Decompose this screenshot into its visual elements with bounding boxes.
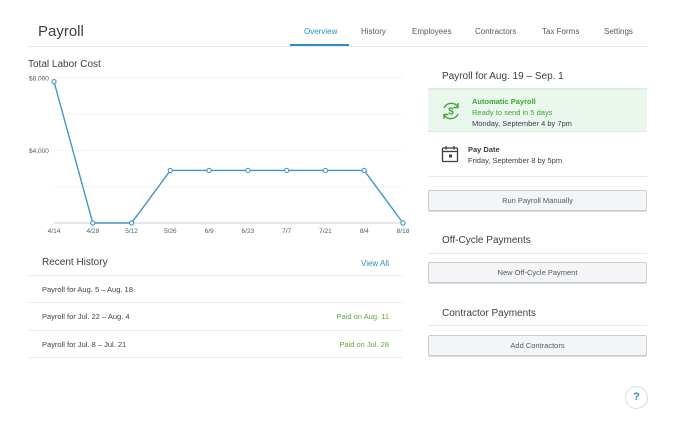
- tab-settings[interactable]: Settings: [604, 27, 633, 36]
- panel-divider: [428, 253, 647, 254]
- data-point: [361, 167, 367, 174]
- history-divider: [28, 357, 403, 358]
- history-row[interactable]: Payroll for Jul. 8 – Jul. 21 Paid on Jul…: [28, 330, 403, 357]
- history-row[interactable]: Payroll for Aug. 5 – Aug. 18: [28, 275, 403, 302]
- x-tick-label: 7/7: [282, 228, 291, 235]
- data-point: [245, 167, 251, 174]
- x-tick-label: 4/28: [86, 228, 99, 235]
- y-tick-label: $4,000: [29, 148, 49, 155]
- contractor-payments-title: Contractor Payments: [442, 308, 536, 319]
- page-title: Payroll: [38, 23, 84, 40]
- data-point: [90, 220, 96, 226]
- chart-title: Total Labor Cost: [28, 59, 101, 70]
- data-point: [322, 167, 329, 174]
- history-status: Paid on Jul. 28: [339, 340, 389, 349]
- history-period: Payroll for Jul. 8 – Jul. 21: [42, 340, 127, 349]
- pay-date-value: Friday, September 8 by 5pm: [468, 156, 563, 165]
- x-tick-label: 6/23: [242, 228, 255, 235]
- payroll-period-title: Payroll for Aug. 19 – Sep. 1: [442, 71, 564, 82]
- help-icon[interactable]: ?: [625, 386, 648, 409]
- x-tick-label: 7/21: [319, 228, 332, 235]
- tab-overview[interactable]: Overview: [304, 27, 338, 36]
- calendar-icon: [441, 146, 459, 163]
- data-point: [51, 78, 57, 85]
- x-tick-label: 5/12: [125, 228, 138, 235]
- tab-employees[interactable]: Employees: [412, 27, 452, 36]
- x-tick-label: 4/14: [48, 228, 61, 235]
- panel-divider: [428, 88, 647, 89]
- panel-divider: [428, 176, 647, 177]
- tab-tax-forms[interactable]: Tax Forms: [542, 27, 580, 36]
- run-payroll-manually-button[interactable]: Run Payroll Manually: [428, 190, 647, 211]
- history-period: Payroll for Aug. 5 – Aug. 18: [42, 285, 133, 294]
- x-tick-label: 8/4: [360, 228, 369, 235]
- data-point: [284, 167, 290, 174]
- recent-history-title: Recent History: [42, 257, 108, 268]
- history-status: Paid on Aug. 11: [336, 312, 389, 321]
- data-point: [206, 167, 212, 174]
- tab-contractors[interactable]: Contractors: [475, 27, 517, 36]
- svg-text:$: $: [448, 107, 454, 118]
- pay-date-label: Pay Date: [468, 145, 500, 154]
- series-line: [53, 81, 404, 224]
- new-off-cycle-payment-button[interactable]: New Off-Cycle Payment: [428, 262, 647, 283]
- x-tick-label: 5/26: [164, 228, 177, 235]
- automatic-payroll-deadline: Monday, September 4 by 7pm: [472, 119, 572, 128]
- dollar-cycle-icon: $: [443, 102, 459, 120]
- automatic-payroll-title: Automatic Payroll: [472, 97, 536, 106]
- data-point: [167, 167, 173, 174]
- view-all-link[interactable]: View All: [361, 259, 389, 268]
- panel-divider: [428, 325, 647, 326]
- y-tick-label: $8,000: [29, 76, 49, 83]
- tab-history[interactable]: History: [361, 27, 386, 36]
- automatic-payroll-status: Ready to send in 5 days: [472, 108, 553, 117]
- x-tick-label: 8/18: [397, 228, 410, 235]
- active-tab-indicator: [290, 44, 349, 46]
- history-row[interactable]: Payroll for Jul. 22 – Aug. 4 Paid on Aug…: [28, 302, 403, 329]
- add-contractors-button[interactable]: Add Contractors: [428, 335, 647, 356]
- top-nav: Payroll Overview History Employees Contr…: [0, 0, 687, 47]
- header-divider: [28, 46, 648, 47]
- off-cycle-title: Off-Cycle Payments: [442, 235, 531, 246]
- data-point: [128, 220, 135, 226]
- history-period: Payroll for Jul. 22 – Aug. 4: [42, 312, 130, 321]
- x-tick-label: 6/9: [205, 228, 214, 235]
- automatic-payroll-banner: $ Automatic Payroll Ready to send in 5 d…: [428, 89, 647, 132]
- data-point: [400, 220, 406, 226]
